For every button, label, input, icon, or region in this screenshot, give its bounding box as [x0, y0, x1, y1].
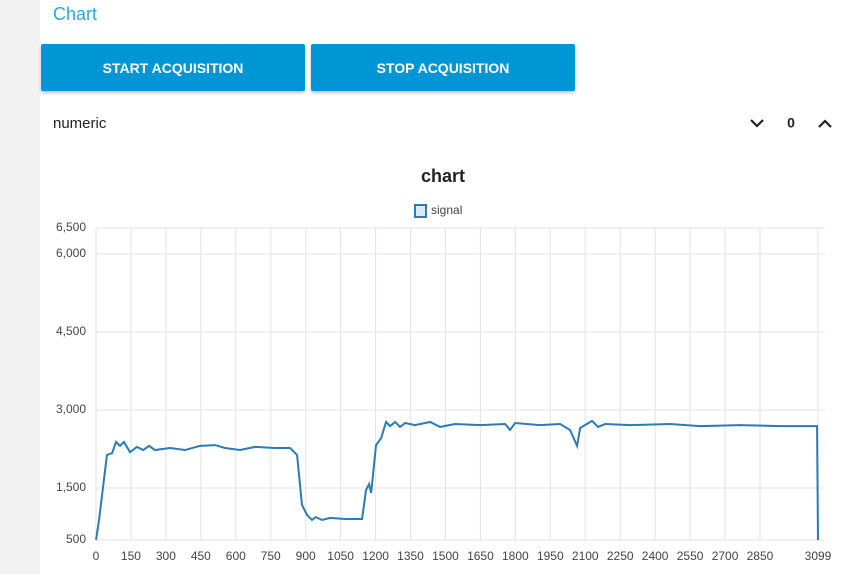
- x-tick-label: 750: [261, 549, 281, 563]
- x-tick-label: 450: [191, 549, 211, 563]
- sidebar: [0, 0, 40, 574]
- x-tick-label: 2700: [712, 549, 739, 563]
- stop-button[interactable]: STOP ACQUISITION: [311, 44, 575, 91]
- numeric-label: numeric: [53, 115, 107, 132]
- numeric-value: 0: [787, 115, 795, 131]
- page-title: Chart: [53, 4, 97, 24]
- y-tick-label: 3,000: [56, 402, 86, 416]
- x-tick-label: 1650: [467, 549, 494, 563]
- y-tick-label: 6,000: [56, 246, 86, 260]
- x-tick-label: 2850: [747, 549, 774, 563]
- increment-icon[interactable]: [818, 119, 832, 128]
- x-tick-label: 2250: [607, 549, 634, 563]
- x-tick-label: 300: [156, 549, 176, 563]
- legend-label: signal: [431, 203, 462, 217]
- x-tick-label: 1200: [362, 549, 389, 563]
- x-tick-label: 2100: [572, 549, 599, 563]
- x-tick-label: 3099: [805, 549, 832, 563]
- x-tick-label: 600: [226, 549, 246, 563]
- y-tick-label: 500: [66, 532, 86, 546]
- chart-title: chart: [421, 166, 465, 186]
- start-button[interactable]: START ACQUISITION: [41, 44, 305, 91]
- decrement-icon[interactable]: [750, 119, 764, 128]
- x-tick-label: 1800: [502, 549, 529, 563]
- x-tick-label: 1950: [537, 549, 564, 563]
- x-tick-label: 0: [93, 549, 100, 563]
- x-tick-label: 1050: [327, 549, 354, 563]
- legend-swatch: [414, 204, 427, 218]
- x-tick-label: 150: [121, 549, 141, 563]
- y-tick-label: 6,500: [56, 220, 86, 234]
- y-tick-label: 1,500: [56, 480, 86, 494]
- x-tick-label: 1350: [397, 549, 424, 563]
- y-tick-label: 4,500: [56, 324, 86, 338]
- x-tick-label: 2400: [642, 549, 669, 563]
- x-tick-label: 1500: [432, 549, 459, 563]
- data-line: [95, 419, 819, 541]
- x-tick-label: 2550: [677, 549, 704, 563]
- x-tick-label: 900: [296, 549, 316, 563]
